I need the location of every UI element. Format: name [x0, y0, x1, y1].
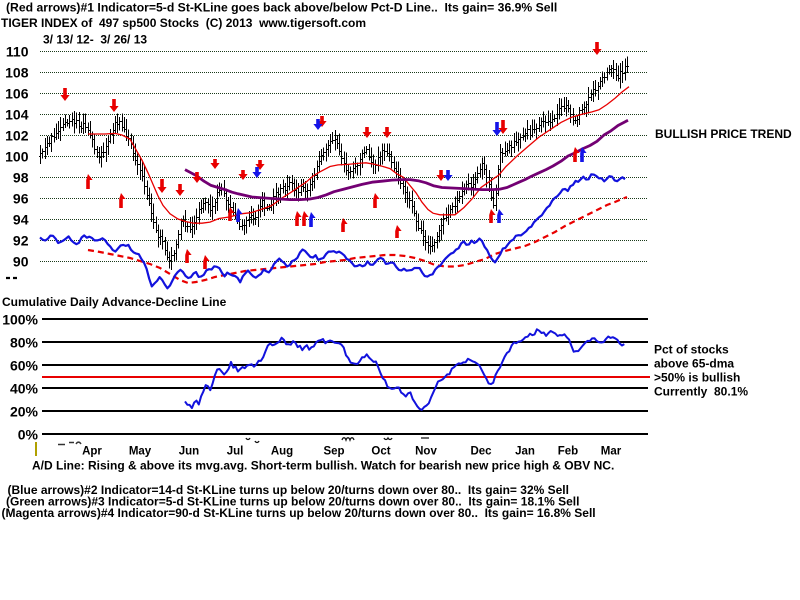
svg-text:above 65-dma: above 65-dma — [654, 357, 734, 371]
svg-text:Jan: Jan — [515, 446, 535, 458]
svg-text:110: 110 — [6, 44, 29, 60]
svg-text:108: 108 — [5, 65, 29, 81]
svg-text:106: 106 — [5, 86, 29, 102]
svg-text:96: 96 — [13, 191, 29, 207]
svg-text:(Green arrows)#3 Indicator=5-d: (Green arrows)#3 Indicator=5-d St-KLine … — [6, 495, 579, 509]
svg-text:TIGER INDEX of 497 sp500 Stoc: TIGER INDEX of 497 sp500 Stocks (C) 2013… — [1, 16, 366, 30]
svg-text:May: May — [129, 446, 152, 458]
svg-text:BULLISH PRICE TREND: BULLISH PRICE TREND — [655, 127, 792, 141]
svg-text:60%: 60% — [10, 358, 39, 374]
svg-text:102: 102 — [5, 128, 29, 144]
svg-text:20%: 20% — [10, 404, 39, 420]
svg-text:Pct of stocks: Pct of stocks — [654, 343, 729, 357]
svg-text:Feb: Feb — [558, 446, 578, 458]
svg-text:Mar: Mar — [601, 446, 622, 458]
svg-text:Aug: Aug — [271, 446, 293, 458]
svg-text:Currently 80.1%: Currently 80.1% — [654, 385, 748, 399]
svg-text:A/D Line: Rising & above its m: A/D Line: Rising & above its mvg.avg. Sh… — [32, 459, 614, 473]
svg-text:0%: 0% — [18, 427, 39, 443]
svg-text:94: 94 — [13, 212, 29, 228]
svg-text:104: 104 — [5, 107, 29, 123]
svg-text:Jul: Jul — [227, 446, 244, 458]
svg-text:Nov: Nov — [415, 446, 437, 458]
svg-text:(Blue arrows)#2 Indicator=14-d: (Blue arrows)#2 Indicator=14-d St-KLine … — [8, 483, 569, 497]
svg-text:92: 92 — [13, 233, 29, 249]
svg-text:100%: 100% — [2, 312, 38, 328]
svg-text:Cumulative Daily Advance-Decli: Cumulative Daily Advance-Decline Line — [2, 295, 227, 309]
svg-text:90: 90 — [13, 254, 29, 270]
svg-text:98: 98 — [13, 170, 29, 186]
svg-text:100: 100 — [5, 149, 29, 165]
svg-text:40%: 40% — [10, 381, 39, 397]
svg-text:Sep: Sep — [323, 446, 344, 458]
svg-text:(Red arrows)#1 Indicator=5-d S: (Red arrows)#1 Indicator=5-d St-KLine go… — [6, 1, 557, 15]
svg-text:80%: 80% — [10, 335, 39, 351]
svg-text:(Magenta arrows)#4 Indicator=9: (Magenta arrows)#4 Indicator=90-d St-KLi… — [2, 506, 596, 520]
svg-text:>50% is bullish: >50% is bullish — [654, 371, 740, 385]
svg-text:Apr: Apr — [82, 446, 102, 458]
svg-text:3/ 13/ 12- 3/ 26/ 13: 3/ 13/ 12- 3/ 26/ 13 — [43, 33, 147, 47]
svg-text:Jun: Jun — [179, 446, 199, 458]
svg-text:Dec: Dec — [470, 446, 492, 458]
svg-text:Oct: Oct — [371, 446, 390, 458]
